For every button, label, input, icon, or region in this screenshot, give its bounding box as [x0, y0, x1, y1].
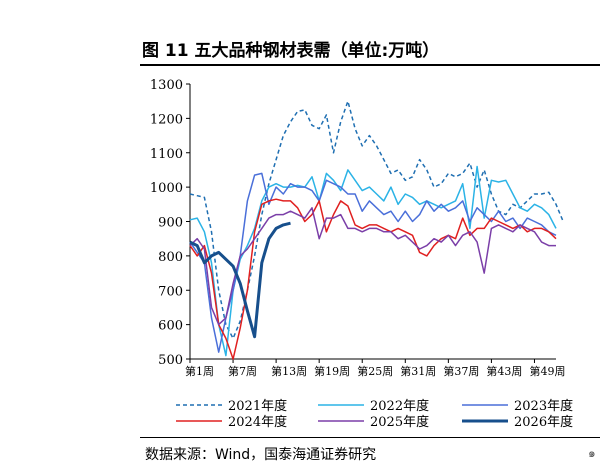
title-rule	[140, 64, 600, 66]
y-tick-label: 700	[158, 284, 183, 299]
series-line-5	[189, 207, 556, 326]
legend-label-3: 2023年度	[514, 398, 573, 414]
y-tick-label: 1000	[150, 181, 183, 196]
source-rule	[140, 437, 600, 438]
series-line-3	[189, 172, 557, 353]
x-tick-label: 第31周	[400, 364, 436, 378]
series-line-6	[189, 221, 291, 339]
y-tick-label: 1200	[150, 112, 183, 127]
x-tick-label: 第1周	[185, 364, 214, 378]
y-tick-label: 600	[158, 319, 183, 334]
legend-label-1: 2021年度	[228, 398, 287, 414]
y-tick-label: 800	[158, 250, 183, 265]
y-tick-label: 500	[158, 353, 183, 368]
legend-label-2: 2022年度	[370, 398, 429, 414]
y-tick-label: 1100	[150, 147, 183, 162]
series-line-1	[189, 100, 564, 340]
y-tick-label: 1300	[150, 78, 183, 93]
chart-legend: 2021年度 2022年度 2023年度 2024年度 2025年度 2026年度	[176, 398, 573, 430]
x-tick-label: 第43周	[486, 364, 522, 378]
corner-mark: ๑	[588, 446, 596, 460]
chart-axes: 500 600 700 800 900 1000 1100 1200 1300 第1周 第7周 第13…	[150, 78, 566, 378]
x-tick-label: 第25周	[357, 364, 393, 378]
chart-series	[189, 100, 564, 360]
x-tick-label: 第13周	[271, 364, 307, 378]
figure-title: 图 11 五大品种钢材表需（单位:万吨）	[142, 41, 440, 61]
x-tick-label: 第19周	[314, 364, 350, 378]
legend-label-6: 2026年度	[514, 414, 573, 430]
legend-label-5: 2025年度	[370, 414, 429, 430]
x-tick-label: 第37周	[443, 364, 479, 378]
series-line-4	[189, 198, 557, 360]
x-tick-label: 第7周	[228, 364, 257, 378]
x-tick-label: 第49周	[529, 364, 565, 378]
legend-label-4: 2024年度	[228, 414, 287, 430]
series-line-2	[189, 165, 557, 357]
y-tick-label: 900	[158, 216, 183, 231]
source-note: 数据来源：Wind，国泰海通证券研究	[145, 447, 377, 463]
